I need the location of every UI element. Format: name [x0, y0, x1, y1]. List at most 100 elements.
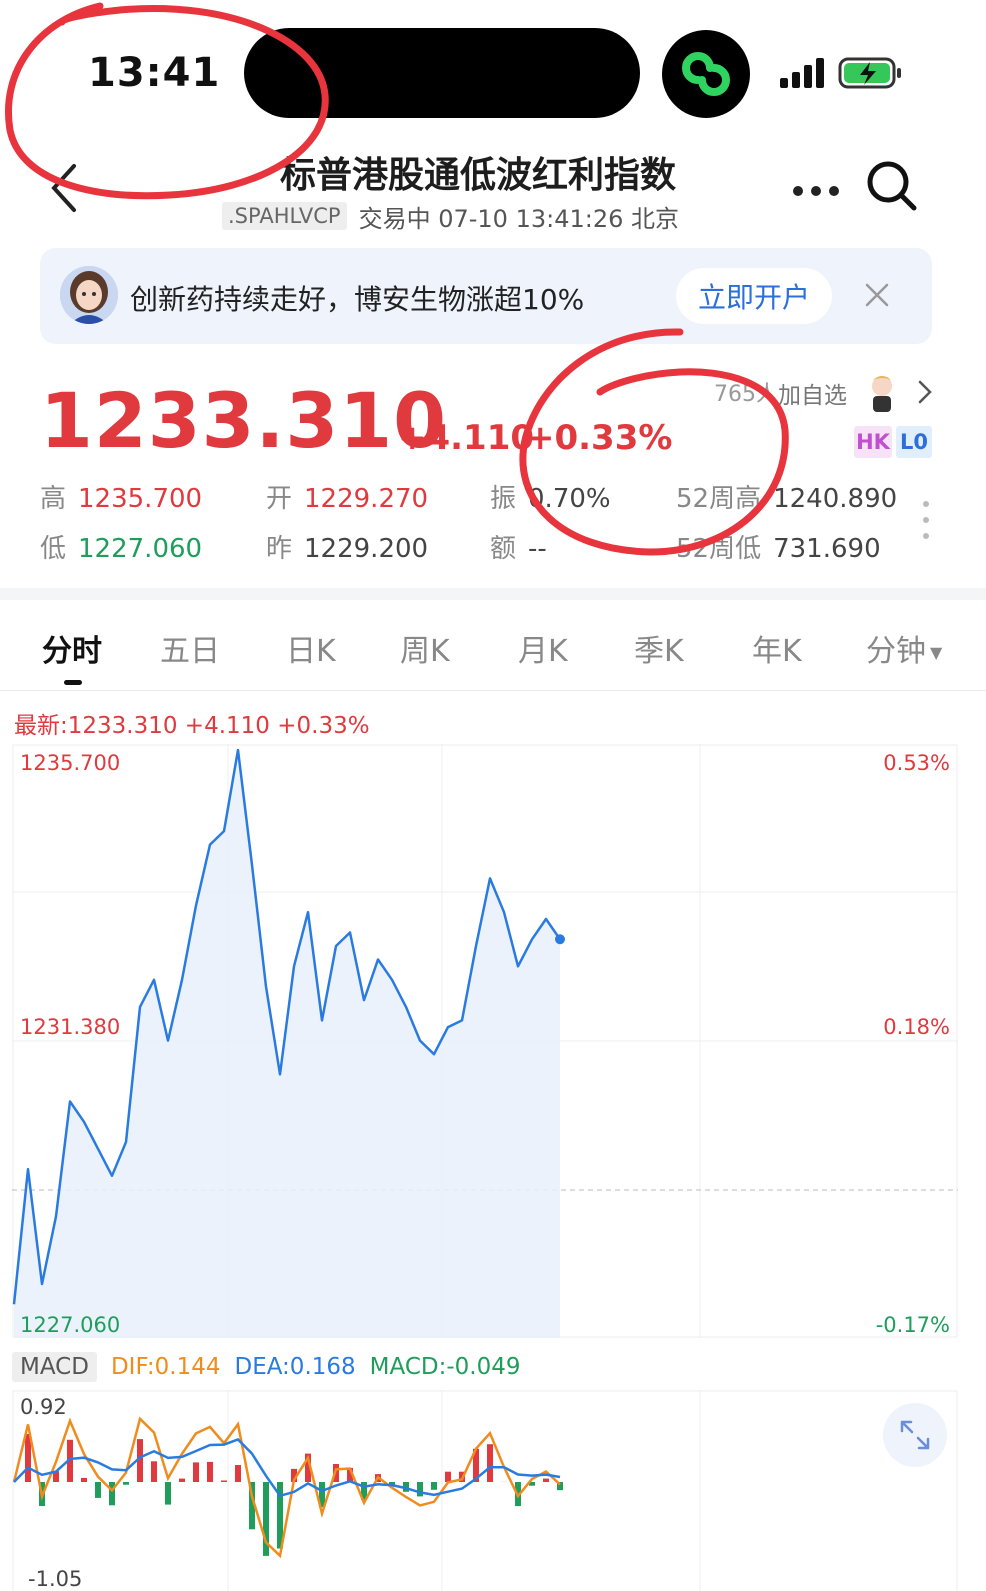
stat-prev-close: 昨 1229.200 [266, 534, 429, 564]
macd-bar [361, 1482, 367, 1500]
stat-52w-low: 52周低 731.690 [676, 534, 881, 564]
macd-bar [263, 1482, 269, 1556]
trading-status: 交易中 07-10 13:41:26 北京 [358, 204, 679, 233]
page-title: 标普港股通低波红利指数 [280, 155, 677, 196]
macd-bar [431, 1482, 437, 1490]
macd-bar [95, 1482, 101, 1498]
subtitle-row: .SPAHLVCP 交易中 07-10 13:41:26 北京 [222, 200, 679, 233]
stat-open: 开 1229.270 [266, 484, 429, 514]
macd-dea: DEA:0.168 [234, 1354, 356, 1380]
pct-label-bottom: -0.17% [876, 1313, 950, 1337]
stat-amplitude: 振 0.70% [490, 484, 611, 514]
macd-bar [389, 1482, 395, 1485]
stock-code: .SPAHLVCP [222, 202, 347, 230]
stat-high: 高 1235.700 [40, 484, 203, 514]
macd-bar [151, 1461, 157, 1482]
y-label-mid: 1231.380 [20, 1015, 120, 1039]
price-area [14, 750, 560, 1338]
battery-charging-icon [838, 56, 904, 90]
stat-amount: 额 -- [490, 534, 547, 564]
banner-text: 创新药持续走好，博安生物涨超10% [130, 283, 585, 316]
macd-bar [445, 1471, 451, 1482]
tab-active-indicator [64, 680, 82, 685]
section-divider [0, 588, 986, 600]
tab-weekly-k[interactable]: 周K [400, 634, 450, 669]
market-tag-hk: HK [854, 426, 892, 458]
macd-bar [557, 1482, 563, 1491]
macd-bar [81, 1477, 87, 1482]
macd-bar [417, 1482, 423, 1497]
macd-y-top: 0.92 [20, 1395, 67, 1419]
macd-y-bottom: -1.05 [28, 1567, 82, 1591]
tabs-border [0, 690, 986, 691]
macd-bar [165, 1482, 171, 1505]
macd-indicator-tag[interactable]: MACD [12, 1352, 97, 1382]
link-app-icon[interactable] [662, 30, 750, 118]
pct-label-top: 0.53% [883, 751, 950, 775]
level-tag: L0 [896, 426, 932, 458]
macd-bar [25, 1434, 31, 1482]
follower-count: 765人 [714, 382, 778, 407]
tab-daily-k[interactable]: 日K [286, 634, 336, 669]
chevron-right-icon[interactable] [916, 378, 934, 406]
macd-bar [291, 1468, 297, 1482]
macd-bar [319, 1482, 325, 1508]
macd-histogram [25, 1434, 563, 1556]
macd-bar [179, 1478, 185, 1482]
macd-bar [487, 1444, 493, 1482]
macd-value: MACD:-0.049 [369, 1354, 521, 1380]
macd-bar [53, 1471, 59, 1482]
mascot-icon [864, 372, 900, 412]
stat-low: 低 1227.060 [40, 534, 203, 564]
macd-bar [529, 1482, 535, 1486]
tab-yearly-k[interactable]: 年K [752, 634, 802, 669]
macd-bar [109, 1482, 115, 1506]
open-account-button[interactable]: 立即开户 [676, 268, 832, 324]
status-time: 13:41 [88, 50, 221, 96]
macd-bar [137, 1439, 143, 1482]
macd-bar [67, 1439, 73, 1482]
current-price: 1233.310 [40, 376, 448, 465]
tab-minute[interactable]: 分钟 ▼ [866, 634, 943, 669]
close-icon[interactable] [862, 280, 892, 310]
expand-icon[interactable] [882, 1402, 948, 1468]
price-change: +4.110 [398, 418, 535, 458]
intraday-chart[interactable]: 1235.700 1231.380 1227.060 0.53% 0.18% -… [12, 744, 972, 1339]
macd-legend[interactable]: MACD DIF:0.144 DEA:0.168 MACD:-0.049 [12, 1350, 521, 1384]
tab-five-day[interactable]: 五日 [160, 634, 220, 669]
y-label-top: 1235.700 [20, 751, 120, 775]
dynamic-island [244, 28, 640, 118]
macd-bar [347, 1467, 353, 1482]
macd-dif: DIF:0.144 [110, 1354, 221, 1380]
pct-label-mid: 0.18% [883, 1015, 950, 1039]
macd-bar [123, 1482, 129, 1485]
more-icon[interactable] [792, 182, 840, 196]
search-icon[interactable] [866, 160, 918, 212]
more-stats-icon[interactable] [922, 500, 930, 540]
macd-bar [193, 1462, 199, 1482]
macd-bar [305, 1453, 311, 1482]
tab-monthly-k[interactable]: 月K [518, 634, 568, 669]
macd-bar [235, 1465, 241, 1482]
macd-bar [249, 1482, 255, 1530]
latest-quote-line: 最新:1233.310 +4.110 +0.33% [14, 713, 370, 739]
last-price-dot [555, 934, 565, 945]
macd-bar [207, 1461, 213, 1482]
macd-frame [12, 1390, 958, 1591]
signal-icon [780, 58, 828, 88]
macd-bar [221, 1480, 227, 1482]
assistant-avatar [60, 266, 118, 324]
dif-line [12, 1416, 561, 1559]
y-label-bottom: 1227.060 [20, 1313, 120, 1337]
dea-line [13, 1438, 561, 1498]
macd-chart[interactable]: 0.92 -1.05 [12, 1390, 972, 1591]
macd-bar [543, 1478, 549, 1482]
price-change-pct: +0.33% [526, 418, 673, 458]
caret-down-icon: ▼ [930, 643, 943, 662]
tab-intraday[interactable]: 分时 [42, 634, 102, 669]
macd-bar [473, 1448, 479, 1482]
macd-bar [277, 1482, 283, 1549]
back-arrow-icon[interactable] [46, 158, 86, 218]
add-watchlist-button[interactable]: 加自选 [778, 383, 847, 409]
tab-quarterly-k[interactable]: 季K [634, 634, 684, 669]
